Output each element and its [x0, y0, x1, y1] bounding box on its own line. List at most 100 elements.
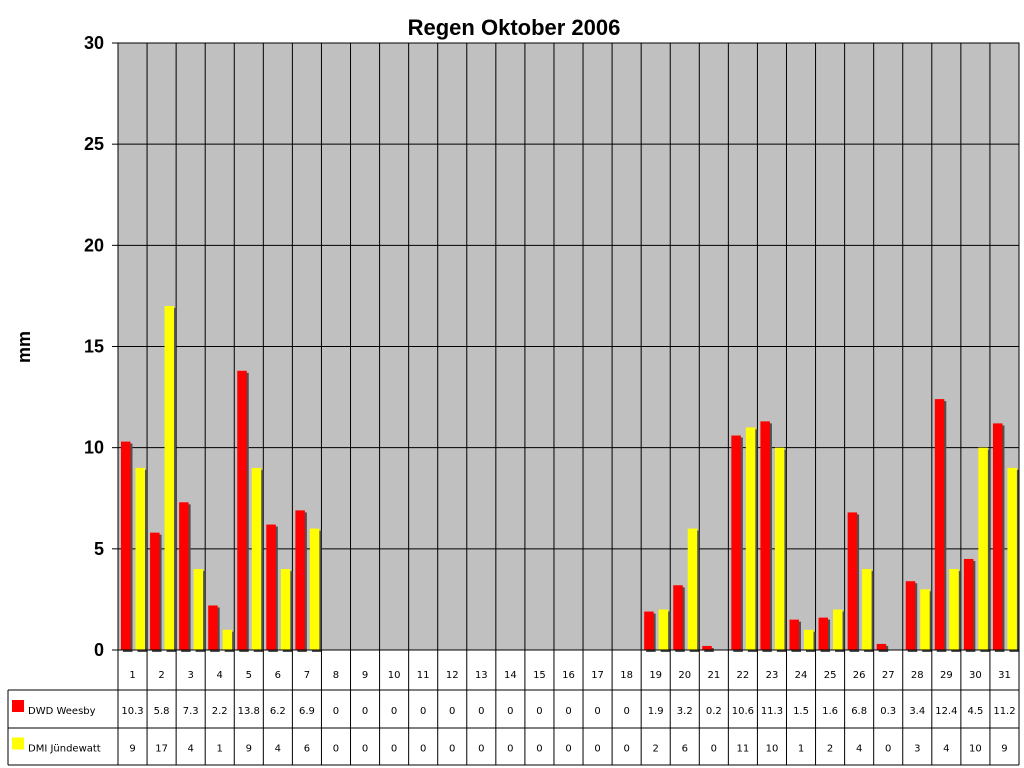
bar-dwd [992, 423, 1003, 650]
data-cell: 0 [536, 706, 542, 717]
data-cell: 0 [594, 706, 600, 717]
chart-title: Regen Oktober 2006 [408, 15, 621, 40]
data-cell: 0 [362, 744, 368, 755]
category-label: 24 [795, 670, 808, 681]
category-label: 19 [649, 670, 662, 681]
category-label: 10 [388, 670, 401, 681]
y-tick-label: 10 [84, 438, 104, 458]
data-cell: 0 [623, 706, 629, 717]
data-cell: 0 [623, 744, 629, 755]
data-cell: 3 [914, 744, 920, 755]
data-cell: 3.4 [909, 706, 925, 717]
category-label: 11 [417, 670, 430, 681]
category-label: 1 [129, 670, 135, 681]
category-label: 30 [969, 670, 982, 681]
bar-dwd [673, 585, 683, 650]
data-cell: 0 [478, 706, 484, 717]
data-cell: 13.8 [238, 706, 260, 717]
data-cell: 0 [536, 744, 542, 755]
category-label: 6 [275, 670, 281, 681]
bar-dmi [193, 569, 204, 650]
bar-dmi [280, 569, 291, 650]
category-label: 23 [766, 670, 779, 681]
bar-dmi [920, 589, 930, 650]
legend-key-dmi [12, 737, 24, 750]
bar-dmi [251, 467, 262, 650]
bar-dwd [731, 435, 741, 650]
data-cell: 0 [449, 706, 455, 717]
data-cell: 10.3 [121, 706, 143, 717]
data-cell: 0 [362, 706, 368, 717]
data-cell: 9 [1001, 744, 1007, 755]
bar-dmi [833, 609, 843, 650]
category-label: 2 [158, 670, 164, 681]
category-label: 21 [707, 670, 720, 681]
data-cell: 10.6 [732, 706, 754, 717]
bar-dmi [862, 569, 872, 650]
bar-dwd [789, 619, 799, 650]
category-label: 14 [504, 670, 517, 681]
bar-dmi [978, 447, 988, 650]
data-cell: 3.2 [677, 706, 693, 717]
category-label: 31 [998, 670, 1011, 681]
data-cell: 11.3 [761, 706, 783, 717]
data-cell: 10 [766, 744, 779, 755]
data-cell: 2.2 [212, 706, 228, 717]
bar-dwd [179, 502, 189, 650]
bar-dwd [295, 510, 305, 650]
y-tick-label: 5 [94, 539, 104, 559]
data-cell: 0 [594, 744, 600, 755]
data-cell: 11 [737, 744, 750, 755]
bar-dmi [774, 447, 785, 650]
data-cell: 12.4 [935, 706, 957, 717]
data-cell: 6.8 [851, 706, 867, 717]
bar-dwd [237, 370, 247, 650]
data-cell: 9 [129, 744, 135, 755]
data-cell: 5.8 [154, 706, 170, 717]
data-cell: 4 [856, 744, 862, 755]
data-cell: 2 [827, 744, 833, 755]
y-tick-label: 25 [84, 134, 104, 154]
category-label: 16 [562, 670, 575, 681]
bar-dmi [658, 609, 669, 650]
plot-area: 0 5 10 15 20 25 30 [84, 33, 1020, 660]
data-cell: 0 [565, 706, 571, 717]
bar-dmi [135, 467, 145, 650]
data-cell: 6 [682, 744, 688, 755]
y-tick-label: 30 [84, 33, 104, 53]
category-label: 18 [620, 670, 633, 681]
data-cell: 10 [969, 744, 982, 755]
bar-dwd [818, 617, 829, 650]
data-cell: 4 [275, 744, 281, 755]
data-cell: 6 [304, 744, 310, 755]
data-cell: 6.9 [299, 706, 315, 717]
bar-dwd [760, 421, 770, 650]
bar-dwd [150, 532, 160, 650]
data-cell: 0.2 [706, 706, 722, 717]
bar-dmi [745, 427, 756, 650]
category-label: 13 [475, 670, 488, 681]
data-cell: 0 [420, 744, 426, 755]
category-label: 7 [304, 670, 310, 681]
category-label: 12 [446, 670, 459, 681]
bar-dwd [702, 645, 712, 650]
bar-dmi [687, 528, 698, 650]
bar-dwd [266, 524, 276, 650]
bar-dwd [963, 558, 974, 650]
category-label: 22 [737, 670, 750, 681]
data-cell: 0 [449, 744, 455, 755]
data-cell: 6.2 [270, 706, 286, 717]
bar-dmi [803, 629, 814, 650]
category-label: 20 [678, 670, 691, 681]
data-cell: 1 [798, 744, 804, 755]
category-label: 5 [246, 670, 252, 681]
data-cell: 0 [478, 744, 484, 755]
data-cell: 1.9 [648, 706, 664, 717]
data-cell: 0 [333, 706, 339, 717]
data-cell: 4 [187, 744, 193, 755]
data-cell: 1.6 [822, 706, 838, 717]
category-label: 29 [940, 670, 953, 681]
data-cell: 7.3 [183, 706, 199, 717]
category-label: 26 [853, 670, 866, 681]
legend-key-dwd [12, 700, 24, 712]
